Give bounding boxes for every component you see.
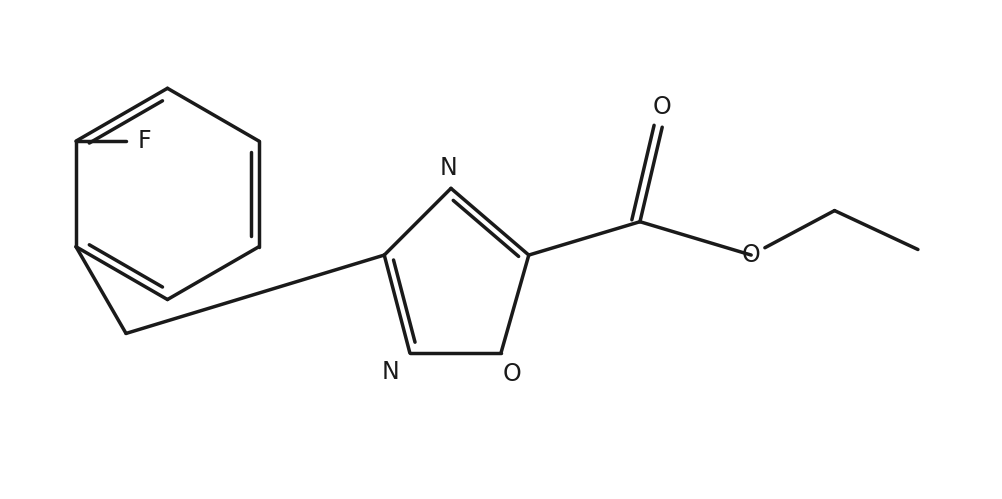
Text: N: N	[382, 360, 400, 384]
Text: F: F	[138, 129, 151, 153]
Text: O: O	[741, 243, 761, 267]
Text: O: O	[653, 95, 671, 119]
Text: N: N	[440, 156, 458, 180]
Text: O: O	[503, 362, 521, 386]
